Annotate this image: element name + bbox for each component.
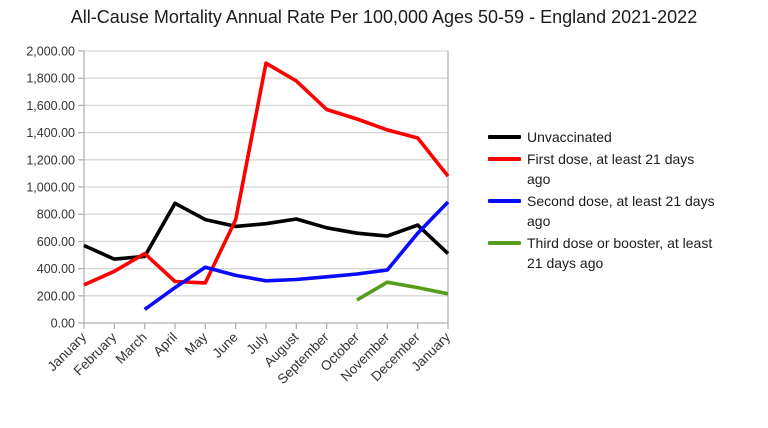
chart-title: All-Cause Mortality Annual Rate Per 100,… [70, 7, 698, 27]
x-tick-label: June [209, 330, 240, 361]
y-tick-label: 1,200.00 [26, 153, 75, 167]
y-tick-label: 1,000.00 [26, 181, 75, 195]
y-tick-label: 200.00 [37, 289, 75, 303]
y-tick-label: 2,000.00 [26, 45, 75, 59]
legend-item-second-dose: Second dose, at least 21 days ago [488, 191, 758, 231]
legend-label-line: Second dose, at least 21 days [527, 193, 715, 209]
legend-swatch-second-dose [488, 199, 521, 203]
legend-label-third-dose: Third dose or booster, at least 21 days a… [527, 233, 712, 273]
y-tick-label: 1,600.00 [26, 99, 75, 113]
legend-label-line: Third dose or booster, at least [527, 235, 713, 251]
series-line-third-dose [356, 280, 449, 302]
legend-swatch-first-dose [488, 157, 521, 161]
series-line-unvaccinated [83, 201, 450, 261]
y-tick-label: 800.00 [37, 208, 75, 222]
x-tick-label: April [150, 330, 180, 360]
series-line-first-dose [83, 61, 450, 287]
legend-swatch-third-dose [488, 241, 521, 245]
legend-label-line: First dose, at least 21 days [527, 151, 695, 167]
legend-label-line: ago [527, 171, 551, 187]
y-tick-label: 0.00 [51, 317, 75, 331]
legend-swatch-unvaccinated [488, 135, 521, 139]
legend-item-third-dose: Third dose or booster, at least 21 days a… [488, 233, 758, 273]
x-tick-label: May [182, 329, 211, 358]
legend-item-first-dose: First dose, at least 21 days ago [488, 149, 758, 189]
legend-label-unvaccinated: Unvaccinated [527, 127, 612, 147]
legend-label-first-dose: First dose, at least 21 days ago [527, 149, 694, 189]
legend-item-unvaccinated: Unvaccinated [488, 127, 758, 147]
y-tick-label: 1,400.00 [26, 126, 75, 140]
legend-label-second-dose: Second dose, at least 21 days ago [527, 191, 715, 231]
series-line-second-dose [143, 200, 450, 311]
y-tick-label: 400.00 [37, 262, 75, 276]
y-tick-label: 600.00 [37, 235, 75, 249]
y-tick-label: 1,800.00 [26, 72, 75, 86]
legend: Unvaccinated First dose, at least 21 days… [488, 127, 758, 275]
legend-label-line: ago [527, 213, 551, 229]
legend-label-line: 21 days ago [527, 255, 604, 271]
x-tick-label: March [113, 330, 150, 367]
legend-label-line: Unvaccinated [527, 129, 612, 145]
